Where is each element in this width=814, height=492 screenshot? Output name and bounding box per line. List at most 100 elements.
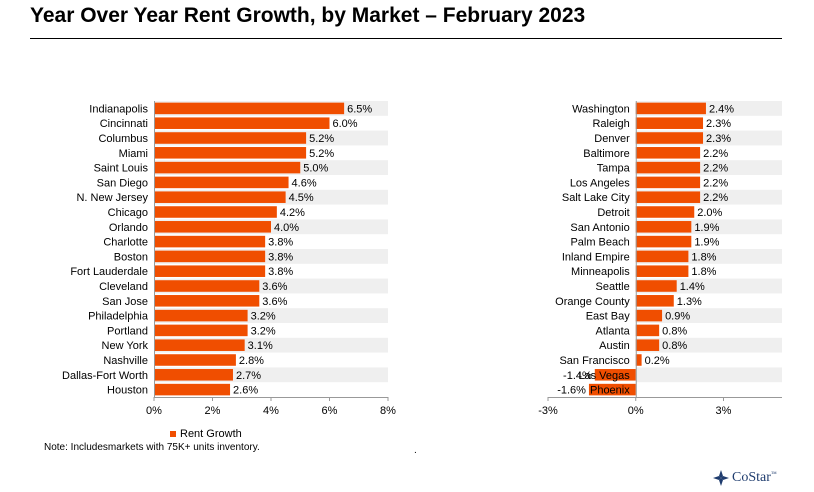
bar [154,339,245,351]
bar [154,147,307,159]
bar [588,383,636,396]
bar [154,221,271,233]
category-label: Baltimore [583,148,629,160]
data-label: 2.6% [233,385,258,397]
data-label: 5.2% [309,133,334,145]
data-label: 3.6% [262,296,287,308]
data-label: 0.8% [662,325,687,337]
costar-logo-icon [713,470,729,486]
footnote: Note: Includesmarkets with 75K+ units in… [44,442,260,453]
bar [635,102,706,115]
x-tick-label: 6% [322,405,338,417]
category-label: New York [102,340,149,352]
category-label: San Jose [102,296,148,308]
data-label: 2.0% [697,207,722,219]
data-label: 3.8% [268,237,293,249]
category-label: Miami [119,148,148,160]
costar-logo-text: CoStar™ [732,470,777,485]
category-label: San Francisco [559,355,629,367]
data-label: 5.2% [309,148,334,160]
bar [154,250,266,263]
data-label: 2.3% [706,133,731,145]
page-title: Year Over Year Rent Growth, by Market – … [30,4,586,27]
legend-label: Rent Growth [180,428,242,440]
costar-logo: CoStar™ [713,470,777,486]
category-label: Atlanta [596,325,631,337]
data-label: 4.0% [274,222,299,234]
data-label: 2.4% [709,103,734,115]
bar [154,324,248,337]
category-label: San Antonio [570,222,629,234]
category-label: Cleveland [99,281,148,293]
category-label: East Bay [586,311,631,323]
bar [635,324,660,337]
x-tick-label: 3% [716,405,732,417]
row-stripe [635,337,782,353]
category-label: Detroit [597,207,629,219]
data-label: 5.0% [303,163,328,175]
category-label: Salt Lake City [562,192,630,204]
data-label: -1.4% [563,370,592,382]
bar [154,235,266,248]
category-label: Minneapolis [571,266,630,278]
data-label: 1.3% [677,296,702,308]
bar [154,117,330,129]
data-label: 3.8% [268,266,293,278]
category-label: Palm Beach [570,237,629,249]
bar [635,221,692,233]
bar [635,309,663,322]
bar [635,280,677,292]
bar [154,176,289,189]
bar [635,117,704,129]
data-label: 3.6% [262,281,287,293]
x-tick-label: 0% [628,405,644,417]
data-label: 2.7% [236,370,261,382]
stray-mark: . [414,445,417,456]
bar [635,354,642,366]
bar [594,369,636,381]
data-label: 1.9% [694,237,719,249]
bar [154,132,307,144]
category-label: Tampa [597,163,631,175]
category-label: Cincinnati [100,118,148,130]
data-label: 4.5% [289,192,314,204]
bar [635,132,704,144]
bar [154,265,266,277]
bar [635,191,701,203]
category-label: Charlotte [103,237,148,249]
data-label: 2.3% [706,118,731,130]
data-label: 2.2% [703,177,728,189]
x-tick-label: 8% [380,405,396,417]
data-label: 6.0% [333,118,358,130]
category-label: Houston [107,385,148,397]
category-label: Saint Louis [94,163,149,175]
bar [154,161,301,174]
bar [154,295,260,307]
bar [635,250,689,263]
data-label: 3.1% [248,340,273,352]
category-label: N. New Jersey [76,192,148,204]
category-label: Portland [107,325,148,337]
data-label: 3.8% [268,251,293,263]
category-label: Dallas-Fort Worth [62,370,148,382]
bar [154,206,277,218]
x-tick-label: 2% [205,405,221,417]
bar [635,265,689,277]
data-label: -1.6% [557,385,586,397]
category-label: Denver [594,133,630,145]
category-label: Orlando [109,222,148,234]
row-stripe [635,367,782,383]
category-label: Chicago [108,207,148,219]
bar [154,191,286,203]
bar [635,295,674,307]
data-label: 0.8% [662,340,687,352]
bar [635,235,692,248]
bar [635,161,701,174]
data-label: 3.2% [251,311,276,323]
category-label: Phoenix [590,385,630,397]
bar [154,369,233,381]
category-label: Columbus [98,133,148,145]
data-label: 6.5% [347,103,372,115]
data-label: 4.6% [292,177,317,189]
